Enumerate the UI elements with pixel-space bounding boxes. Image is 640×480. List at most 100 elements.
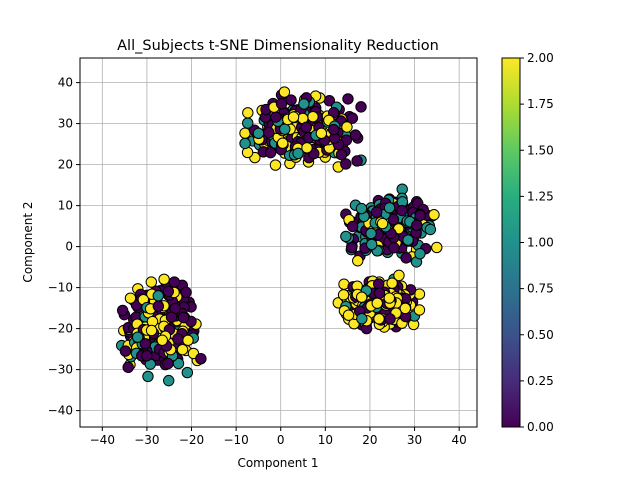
y-tick-label: 40 — [58, 76, 73, 90]
scatter-point — [371, 297, 383, 309]
y-tick-label: 0 — [65, 240, 73, 254]
scatter-point — [242, 107, 254, 119]
scatter-point — [414, 209, 426, 222]
x-axis-label: Component 1 — [237, 456, 318, 470]
scatter-point — [124, 292, 137, 304]
scatter-point — [300, 121, 312, 134]
scatter-point — [356, 312, 368, 325]
colorbar — [501, 57, 521, 428]
scatter-point — [269, 159, 282, 171]
x-tick-label: 30 — [407, 433, 422, 447]
scatter-point — [342, 93, 354, 105]
scatter-point — [195, 353, 207, 365]
scatter-point — [337, 289, 350, 301]
scatter-point — [346, 220, 359, 233]
scatter-point — [142, 370, 154, 383]
y-tick-label: 10 — [58, 199, 73, 213]
x-tick-label: 0 — [277, 433, 285, 447]
scatter-point — [413, 304, 426, 316]
scatter-point — [180, 286, 192, 299]
scatter-point — [335, 148, 348, 161]
y-tick-label: 20 — [58, 158, 73, 172]
scatter-point — [346, 241, 358, 254]
scatter-point — [340, 230, 352, 243]
scatter-point — [315, 127, 328, 140]
scatter-point — [373, 313, 385, 325]
x-tick-label: 10 — [318, 433, 333, 447]
x-tick-label: −30 — [134, 433, 159, 447]
scatter-point — [349, 129, 362, 141]
scatter-point — [431, 241, 443, 254]
scatter-point — [239, 127, 251, 139]
y-tick-label: −30 — [48, 363, 73, 377]
y-tick-label: −40 — [48, 404, 73, 418]
scatter-point — [252, 127, 265, 140]
y-axis-ticks: −40 −30 −20 −10 0 10 20 30 40 — [48, 76, 80, 418]
scatter-point — [399, 302, 411, 315]
scatter-point — [122, 361, 134, 374]
scatter-point — [168, 276, 181, 288]
colorbar-tick-label: 0.25 — [527, 374, 554, 388]
scatter-point — [152, 290, 164, 302]
scatter-point — [181, 366, 194, 379]
x-tick-label: −10 — [223, 433, 248, 447]
scatter-point — [145, 324, 158, 337]
scatter-point — [156, 334, 168, 346]
x-tick-label: −40 — [90, 433, 115, 447]
scatter-point — [298, 98, 310, 110]
scatter-point — [393, 269, 405, 282]
y-axis-label: Component 2 — [21, 201, 35, 282]
scatter-point — [119, 345, 132, 357]
scatter-point — [384, 313, 396, 325]
scatter-point — [365, 227, 377, 240]
scatter-point — [411, 219, 423, 232]
colorbar-tick-label: 1.25 — [527, 189, 554, 203]
y-tick-label: −10 — [48, 281, 73, 295]
scatter-point — [402, 234, 414, 246]
scatter-point — [158, 273, 170, 286]
scatter-point — [327, 123, 340, 136]
y-tick-label: 30 — [58, 117, 73, 131]
scatter-point — [342, 309, 355, 321]
scatter-point — [162, 357, 174, 370]
scatter-point — [141, 350, 153, 362]
colorbar-tick-label: 0.50 — [527, 328, 554, 342]
colorbar-tick-label: 1.00 — [527, 236, 554, 250]
scatter-point — [162, 285, 175, 298]
scatter-point — [346, 112, 359, 124]
scatter-point — [152, 300, 165, 312]
scatter-point — [428, 209, 440, 221]
x-tick-label: −20 — [179, 433, 204, 447]
scatter-point — [414, 248, 426, 260]
scatter-point — [292, 147, 304, 160]
scatter-point — [165, 311, 178, 323]
scatter-point — [400, 252, 412, 264]
scatter-point — [396, 204, 408, 217]
scatter-point — [239, 137, 251, 150]
scatter-point — [370, 206, 383, 218]
plot-frame — [79, 57, 478, 428]
scatter-point — [242, 117, 254, 129]
scatter-point — [177, 311, 190, 324]
scatter-point — [340, 158, 352, 170]
scatter-point — [275, 98, 288, 110]
scatter-point — [116, 304, 129, 317]
scatter-point — [182, 334, 194, 347]
scatter-point — [387, 213, 400, 226]
scatter-point — [145, 276, 158, 288]
scatter-point — [376, 217, 389, 230]
y-tick-label: −20 — [48, 322, 73, 336]
colorbar-tick-label: 1.50 — [527, 143, 554, 157]
scatter-point — [287, 111, 300, 123]
scatter-point — [307, 110, 319, 123]
scatter-point — [351, 155, 363, 167]
scatter-point — [163, 374, 175, 387]
scatter-point — [383, 202, 396, 214]
colorbar-ticks: 0.00 0.25 0.50 0.75 1.00 1.25 1.50 1.75 2.00 — [520, 51, 554, 434]
scatter-point — [388, 242, 400, 254]
scatter-point — [352, 255, 364, 267]
colorbar-tick-label: 0.00 — [527, 420, 554, 434]
scatter-point — [139, 338, 152, 350]
scatter-point — [172, 333, 184, 345]
scatter-point — [131, 331, 144, 343]
